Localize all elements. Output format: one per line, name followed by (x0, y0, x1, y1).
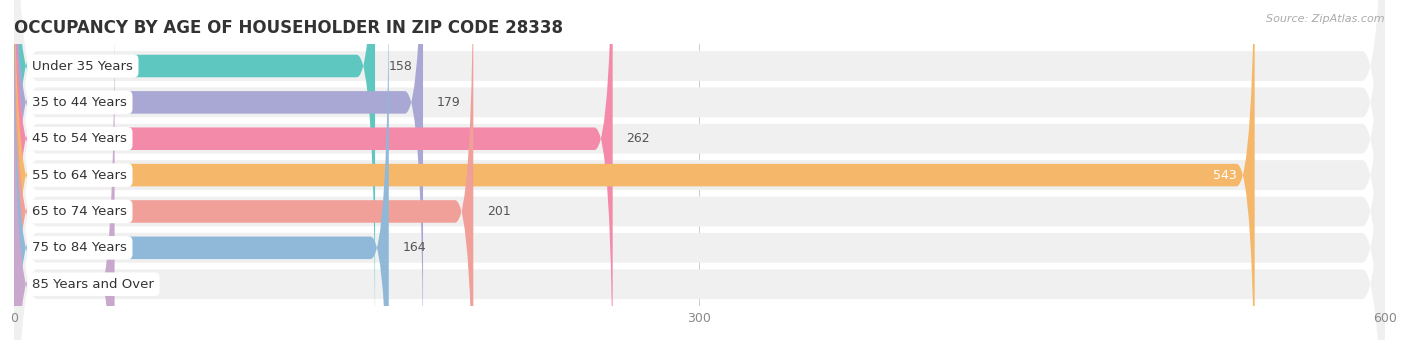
Text: 158: 158 (389, 59, 412, 72)
FancyBboxPatch shape (14, 0, 375, 340)
Text: 85 Years and Over: 85 Years and Over (32, 278, 155, 291)
Text: 179: 179 (437, 96, 461, 109)
Text: 65 to 74 Years: 65 to 74 Years (32, 205, 127, 218)
FancyBboxPatch shape (14, 0, 1385, 340)
Text: 45 to 54 Years: 45 to 54 Years (32, 132, 127, 145)
Text: 201: 201 (486, 205, 510, 218)
FancyBboxPatch shape (14, 0, 1385, 340)
FancyBboxPatch shape (14, 0, 423, 340)
FancyBboxPatch shape (14, 0, 1254, 340)
FancyBboxPatch shape (14, 0, 1385, 340)
Text: Source: ZipAtlas.com: Source: ZipAtlas.com (1267, 14, 1385, 23)
FancyBboxPatch shape (14, 0, 474, 340)
FancyBboxPatch shape (14, 0, 1385, 340)
Text: 55 to 64 Years: 55 to 64 Years (32, 169, 127, 182)
FancyBboxPatch shape (14, 0, 613, 340)
FancyBboxPatch shape (14, 0, 1385, 340)
FancyBboxPatch shape (14, 0, 1385, 340)
Text: 543: 543 (1212, 169, 1236, 182)
Text: 44: 44 (128, 278, 143, 291)
Text: 75 to 84 Years: 75 to 84 Years (32, 241, 127, 254)
Text: Under 35 Years: Under 35 Years (32, 59, 134, 72)
Text: 35 to 44 Years: 35 to 44 Years (32, 96, 127, 109)
Text: OCCUPANCY BY AGE OF HOUSEHOLDER IN ZIP CODE 28338: OCCUPANCY BY AGE OF HOUSEHOLDER IN ZIP C… (14, 19, 562, 37)
FancyBboxPatch shape (14, 4, 115, 340)
FancyBboxPatch shape (14, 0, 389, 340)
Text: 262: 262 (627, 132, 650, 145)
FancyBboxPatch shape (14, 0, 1385, 340)
Text: 164: 164 (402, 241, 426, 254)
